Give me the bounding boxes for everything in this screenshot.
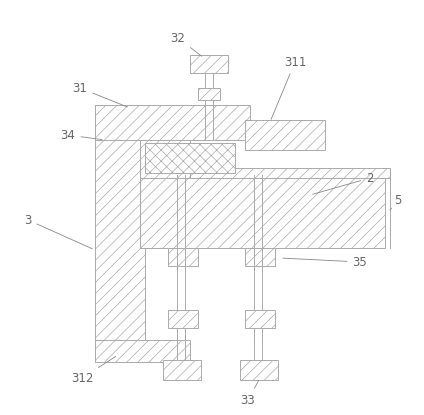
Bar — [145, 143, 235, 173]
Text: 35: 35 — [283, 256, 367, 269]
Bar — [140, 173, 385, 248]
Bar — [95, 340, 190, 362]
Bar — [240, 360, 278, 380]
Bar — [163, 360, 201, 380]
Bar — [198, 88, 220, 100]
Text: 32: 32 — [170, 32, 202, 56]
Bar — [95, 105, 250, 140]
Bar — [95, 105, 145, 360]
Text: 33: 33 — [241, 381, 259, 407]
Bar — [140, 140, 190, 178]
Text: 311: 311 — [271, 56, 306, 120]
Bar — [245, 310, 275, 328]
Bar — [140, 168, 390, 178]
Bar — [245, 248, 275, 266]
Text: 31: 31 — [73, 81, 128, 107]
Text: 3: 3 — [24, 213, 92, 249]
Bar — [168, 310, 198, 328]
Bar — [168, 248, 198, 266]
Text: 34: 34 — [61, 129, 102, 142]
Text: 312: 312 — [71, 356, 116, 385]
Text: 5: 5 — [390, 193, 402, 210]
Bar — [245, 120, 325, 150]
Bar — [190, 55, 228, 73]
Text: 2: 2 — [312, 171, 374, 194]
